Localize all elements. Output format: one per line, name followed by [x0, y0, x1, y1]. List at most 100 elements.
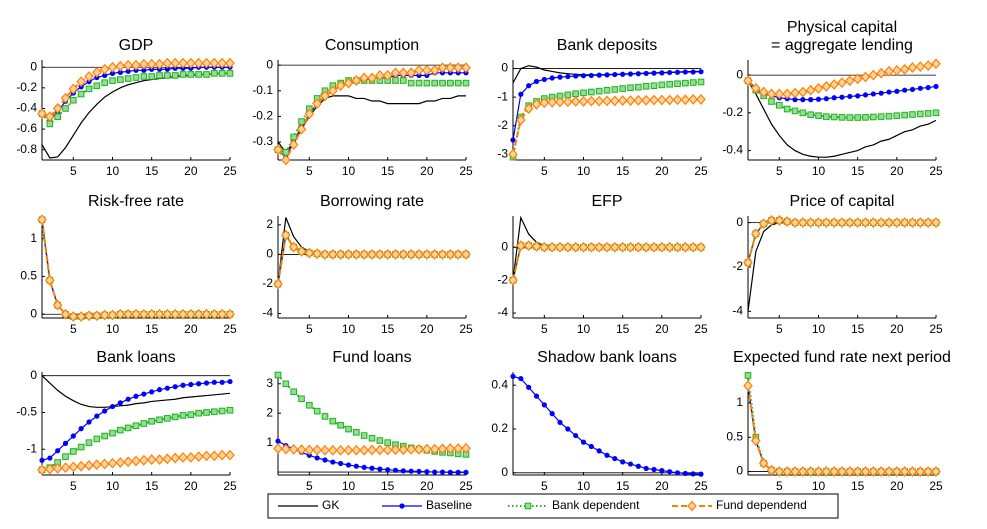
marker	[800, 97, 806, 103]
marker	[312, 444, 322, 456]
marker	[193, 308, 204, 320]
y-tick-label: 0	[501, 61, 508, 75]
x-tick-label: 25	[694, 164, 708, 178]
marker	[70, 433, 76, 439]
marker	[343, 249, 354, 260]
marker	[539, 97, 550, 109]
marker	[39, 457, 45, 463]
marker	[186, 451, 196, 463]
y-tick-label: 0.4	[491, 377, 508, 391]
marker	[76, 311, 86, 322]
marker	[876, 466, 886, 477]
marker	[77, 443, 85, 451]
marker	[367, 444, 377, 456]
marker	[805, 466, 816, 477]
marker	[642, 82, 650, 90]
marker	[99, 309, 110, 321]
marker	[830, 113, 838, 121]
marker	[382, 69, 393, 81]
marker	[179, 71, 187, 78]
y-tick-label: -0.1	[252, 83, 273, 97]
marker	[398, 444, 409, 456]
marker	[288, 443, 299, 455]
marker	[377, 466, 383, 472]
marker	[453, 249, 463, 260]
marker	[846, 114, 854, 121]
marker	[933, 83, 939, 90]
marker	[170, 57, 180, 69]
marker	[424, 469, 430, 475]
panel-title: Expected fund rate next period	[733, 349, 951, 366]
marker	[196, 381, 202, 387]
marker	[633, 94, 644, 106]
marker	[115, 308, 126, 320]
x-tick-label: 15	[381, 164, 395, 178]
marker	[570, 241, 581, 253]
marker	[45, 463, 55, 475]
x-tick-label: 15	[145, 479, 159, 493]
marker	[620, 71, 626, 77]
x-tick-label: 10	[577, 322, 591, 336]
marker	[672, 94, 683, 106]
marker	[201, 57, 212, 69]
marker	[281, 229, 291, 241]
marker	[526, 384, 532, 390]
marker	[847, 93, 853, 100]
y-tick-label: -0.4	[16, 101, 37, 115]
marker	[901, 111, 908, 119]
y-tick-label: -1	[26, 441, 37, 455]
marker	[328, 85, 338, 97]
y-tick-label: -3	[497, 146, 508, 160]
marker	[107, 457, 118, 469]
marker	[603, 86, 611, 94]
marker	[312, 248, 322, 260]
marker	[304, 444, 315, 456]
marker	[203, 409, 210, 416]
marker	[178, 57, 188, 69]
marker	[586, 95, 597, 107]
marker	[531, 98, 542, 110]
marker	[578, 241, 589, 253]
marker	[633, 241, 644, 253]
marker	[758, 457, 769, 469]
marker	[688, 241, 698, 253]
marker	[643, 465, 649, 472]
marker	[886, 89, 892, 95]
marker	[351, 75, 362, 86]
marker	[860, 466, 871, 477]
marker	[47, 455, 53, 461]
marker	[281, 154, 291, 166]
marker	[337, 421, 344, 429]
marker	[313, 407, 321, 415]
marker	[516, 114, 526, 126]
panel-title: Consumption	[325, 37, 419, 54]
marker	[109, 429, 116, 437]
marker	[917, 110, 924, 118]
marker	[923, 217, 933, 229]
marker	[193, 57, 204, 69]
marker	[124, 75, 132, 82]
marker	[870, 91, 876, 97]
x-tick-label: 5	[306, 479, 313, 493]
marker	[131, 59, 141, 71]
panel-title: Risk-free rate	[88, 193, 184, 210]
marker	[187, 71, 195, 78]
marker	[201, 308, 212, 320]
marker	[400, 77, 407, 84]
marker	[275, 438, 281, 444]
marker	[805, 217, 816, 229]
y-tick-label: -0.3	[252, 134, 273, 148]
marker	[659, 468, 665, 474]
marker	[657, 94, 667, 106]
marker	[837, 466, 847, 477]
marker	[907, 62, 918, 73]
marker	[766, 88, 777, 100]
marker	[612, 71, 618, 78]
marker	[852, 217, 863, 229]
marker	[422, 443, 432, 455]
marker	[782, 466, 792, 477]
marker	[407, 79, 415, 87]
marker	[657, 241, 667, 253]
marker	[217, 308, 227, 320]
marker	[870, 113, 877, 121]
